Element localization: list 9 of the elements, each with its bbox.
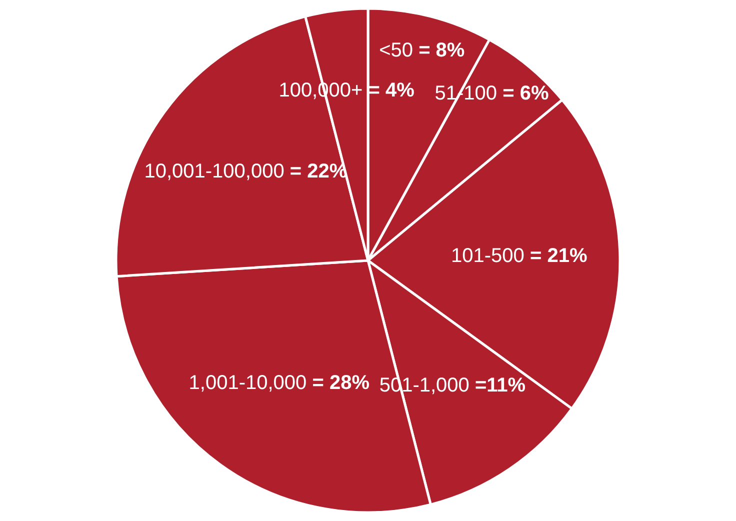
data-label: = 21% [530,244,588,267]
data-label: = 8% [418,40,465,62]
slice-label: 101-500 [451,244,524,267]
slice-label: 10,001-100,000 [144,160,284,183]
data-label: = 6% [502,82,549,105]
data-label: =11% [474,374,526,397]
slice-label: <50 [379,40,414,62]
data-label: = 28% [312,372,370,394]
slice-label: 1,001-10,000 [188,372,307,394]
